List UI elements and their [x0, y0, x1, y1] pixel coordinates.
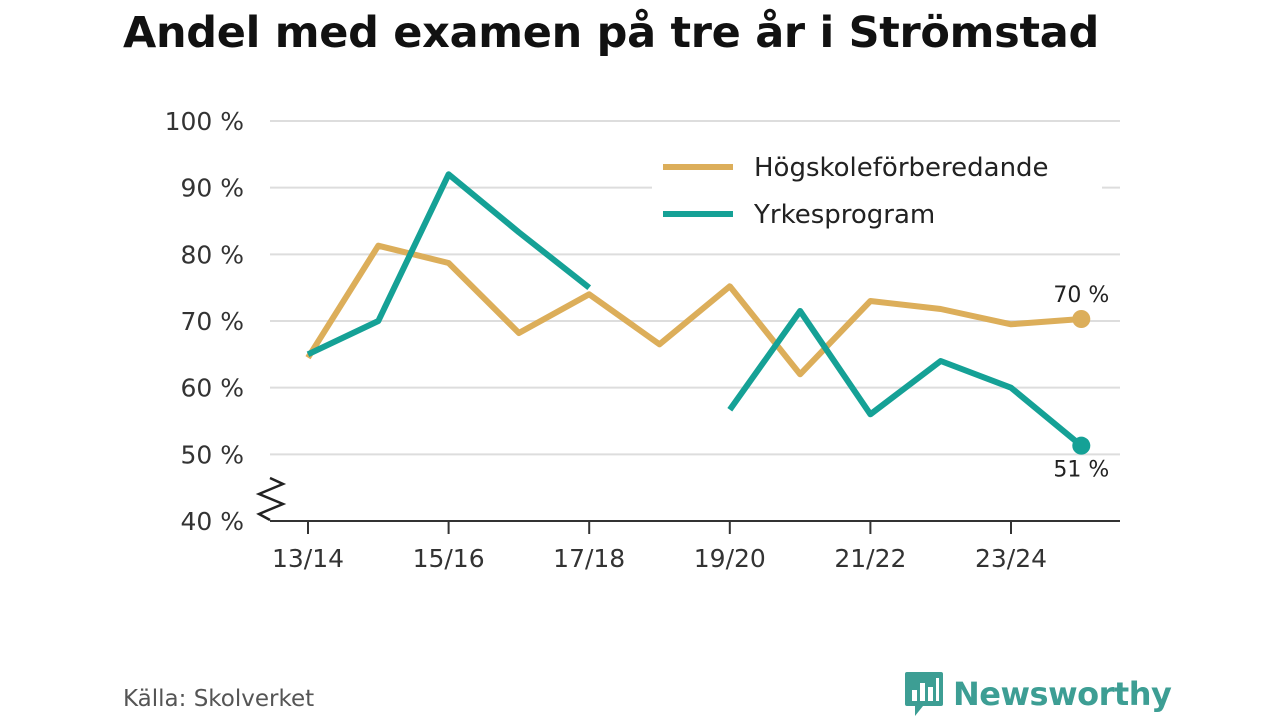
series-lines: [305, 171, 1084, 449]
legend-label-0: Högskoleförberedande: [754, 153, 1049, 183]
brand-name: Newsworthy: [953, 675, 1172, 713]
legend-label-1: Yrkesprogram: [753, 200, 935, 230]
y-axis-break-icon: [255, 476, 287, 522]
series-line-1: [306, 171, 592, 358]
chart-title: Andel med examen på tre år i Strömstad: [123, 8, 1099, 58]
brand-logo: Newsworthy: [903, 670, 1172, 718]
y-tick-label: 90 %: [180, 174, 244, 203]
end-point-1: [1072, 436, 1091, 455]
x-tick-label: 19/20: [694, 544, 766, 573]
x-tick-label: 21/22: [834, 544, 906, 573]
series-line-0: [305, 242, 1082, 378]
y-tick-label: 50 %: [180, 440, 244, 469]
legend: Högskoleförberedande Yrkesprogram: [652, 142, 1102, 246]
x-tick-label: 13/14: [272, 544, 344, 573]
y-tick-label: 70 %: [180, 307, 244, 336]
end-point-0: [1072, 310, 1091, 328]
y-tick-label: 100 %: [165, 107, 244, 136]
end-points: 70 % 51 %: [1053, 283, 1109, 483]
series-line-1: [727, 308, 1084, 449]
legend-box: [652, 142, 1102, 246]
x-tick-label: 17/18: [553, 544, 625, 573]
source-note: Källa: Skolverket: [123, 686, 315, 712]
x-tick-label: 23/24: [975, 544, 1047, 573]
x-tick-label: 15/16: [413, 544, 485, 573]
x-axis: 13/14 15/16 17/18 19/20 21/22 23/24: [255, 476, 1120, 573]
bar-chart-speech-bubble-icon: [905, 672, 943, 716]
y-tick-label: 40 %: [180, 507, 244, 536]
data-label-1: 51 %: [1053, 458, 1109, 483]
y-tick-label: 80 %: [180, 240, 244, 269]
data-label-0: 70 %: [1053, 283, 1109, 308]
y-axis-tick-labels: 40 % 50 % 60 % 70 % 80 % 90 % 100 %: [165, 107, 244, 536]
y-tick-label: 60 %: [180, 374, 244, 403]
